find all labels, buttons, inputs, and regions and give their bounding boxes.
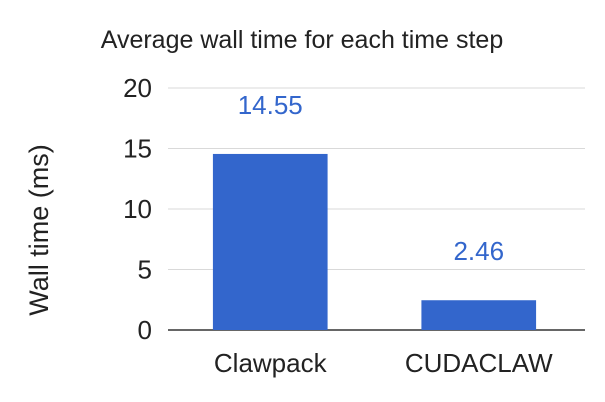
chart-title: Average wall time for each time step [101, 26, 504, 54]
data-label: 2.46 [453, 236, 504, 266]
data-labels: 14.55 2.46 [238, 90, 504, 266]
y-tick-label: 5 [138, 255, 152, 285]
y-axis-ticks: 0 5 10 15 20 [123, 73, 152, 345]
data-label: 14.55 [238, 90, 303, 120]
bar [421, 300, 537, 330]
x-axis-ticks: Clawpack CUDACLAW [214, 348, 553, 378]
bar [212, 153, 328, 330]
x-tick-label: Clawpack [214, 348, 328, 378]
y-tick-label: 20 [123, 73, 152, 103]
x-tick-label: CUDACLAW [405, 348, 553, 378]
y-tick-label: 0 [138, 315, 152, 345]
y-tick-label: 10 [123, 194, 152, 224]
y-axis-title: Wall time (ms) [24, 144, 54, 315]
y-tick-label: 15 [123, 134, 152, 164]
bars [212, 153, 537, 330]
